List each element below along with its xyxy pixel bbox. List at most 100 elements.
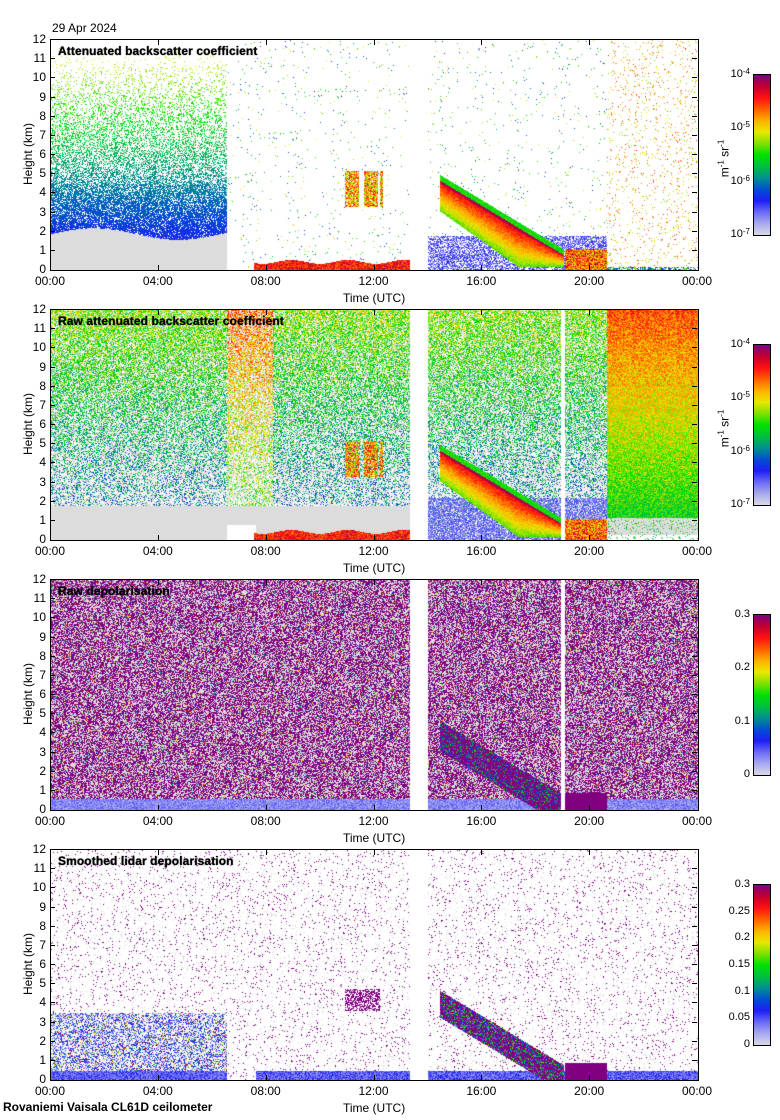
y-tick-mark	[50, 58, 55, 60]
colorbar-tick-base: 10	[730, 391, 743, 404]
colorbar-tick-exponent: -4	[742, 67, 750, 76]
y-tick-mark	[692, 770, 697, 772]
x-tick-label: 12:00	[358, 814, 389, 828]
y-tick-label: 7	[39, 667, 46, 682]
y-tick-mark	[50, 366, 55, 368]
y-tick-mark	[50, 249, 55, 251]
y-tick-mark	[50, 211, 55, 213]
y-tick-mark	[692, 462, 697, 464]
y-tick-label: 4	[39, 995, 46, 1010]
panel-1: Attenuated backscatter coefficient 0 1 2 3 4 5…	[0, 33, 780, 309]
y-tick-mark	[50, 134, 55, 136]
y-tick-mark	[692, 655, 697, 657]
y-tick-mark	[692, 58, 697, 60]
date-label: 29 Apr 2024	[52, 21, 117, 35]
colorbar-tick-base: 10	[730, 68, 743, 80]
y-tick-mark	[50, 925, 55, 927]
y-axis-label: Height (km)	[21, 663, 35, 726]
y-tick-label: 2	[39, 1033, 46, 1048]
y-tick-label: 2	[39, 763, 46, 778]
colorbar-tick-label: 0.25	[728, 904, 750, 917]
colorbar-tick-exponent: -7	[742, 497, 750, 506]
y-tick-mark	[50, 347, 55, 349]
colorbar-unit-part: -1	[716, 160, 726, 168]
y-tick-label: 5	[39, 976, 46, 991]
y-tick-label: 8	[39, 918, 46, 933]
y-tick-mark	[50, 906, 55, 908]
plot-area: Raw depolarisation	[50, 579, 699, 811]
x-tick-mark	[481, 580, 483, 585]
y-tick-mark	[692, 887, 697, 889]
y-tick-mark	[692, 443, 697, 445]
x-tick-mark	[589, 1075, 591, 1080]
colorbar-unit-part: m	[717, 437, 732, 448]
x-tick-mark	[157, 40, 159, 45]
colorbar-tick-label: 0.2	[734, 661, 750, 674]
x-tick-label: 20:00	[574, 544, 605, 558]
y-tick-label: 3	[39, 474, 46, 489]
y-tick-mark	[692, 519, 697, 521]
x-tick-label: 00:00	[681, 1084, 713, 1098]
x-tick-mark	[481, 805, 483, 810]
colorbar-tick-base: 10	[730, 498, 743, 510]
y-tick-label: 2	[39, 223, 46, 238]
y-tick-label: 8	[39, 378, 46, 393]
colorbar-tick-label: 0.1	[734, 984, 750, 997]
y-tick-label: 1	[39, 1052, 46, 1067]
x-axis-label: Time (UTC)	[343, 1101, 406, 1115]
y-tick-label: 10	[32, 70, 46, 85]
x-tick-label: 16:00	[466, 814, 497, 828]
y-tick-label: 9	[39, 89, 46, 104]
x-tick-label: 16:00	[466, 274, 497, 288]
x-tick-label: 08:00	[250, 1084, 281, 1098]
colorbar-tick-base: 10	[730, 338, 743, 350]
y-tick-mark	[692, 694, 697, 695]
colorbar-unit-part: -1	[716, 430, 726, 438]
x-tick-mark	[157, 850, 159, 855]
x-tick-mark	[265, 805, 267, 810]
y-tick-mark	[692, 192, 697, 194]
colorbar-tick-label: 10-4	[710, 337, 750, 350]
y-axis-label: Height (km)	[21, 123, 35, 186]
colorbar-tick-exponent: -6	[742, 443, 750, 453]
y-tick-mark	[50, 655, 55, 657]
y-tick-mark	[50, 694, 55, 695]
colorbar-tick-label: 0.15	[728, 958, 750, 970]
y-tick-label: 9	[39, 629, 46, 644]
y-tick-mark	[50, 96, 55, 98]
x-tick-label: 20:00	[574, 274, 605, 288]
y-tick-mark	[692, 96, 697, 98]
plot-area: Raw attenuated backscatter coefficient	[50, 309, 699, 541]
y-tick-label: 9	[39, 359, 46, 374]
y-tick-label: 0	[39, 262, 46, 276]
x-tick-label: 12:00	[358, 1084, 389, 1098]
instrument-label: Rovaniemi Vaisala CL61D ceilometer	[3, 1100, 213, 1114]
y-tick-mark	[50, 154, 55, 155]
x-tick-mark	[373, 310, 375, 315]
y-tick-mark	[50, 192, 55, 194]
y-tick-mark	[50, 964, 55, 965]
x-tick-label: 08:00	[250, 814, 281, 828]
y-tick-mark	[50, 1059, 55, 1061]
y-tick-mark	[50, 944, 55, 946]
y-tick-mark	[50, 328, 55, 330]
x-tick-mark	[157, 580, 159, 585]
x-tick-mark	[265, 580, 267, 585]
x-axis-label: Time (UTC)	[343, 831, 406, 845]
y-tick-mark	[692, 751, 697, 753]
x-tick-mark	[265, 850, 267, 855]
x-tick-label: 00:00	[681, 544, 713, 558]
colorbar-unit-part: -1	[716, 139, 726, 147]
colorbar-tick-label: 0	[743, 768, 750, 780]
y-tick-mark	[50, 173, 55, 175]
x-tick-mark	[481, 1075, 483, 1080]
y-tick-label: 3	[39, 204, 46, 219]
x-tick-mark	[265, 40, 267, 45]
y-tick-mark	[692, 617, 697, 619]
colorbar-tick-base: 10	[730, 444, 743, 457]
y-tick-label: 12	[32, 32, 46, 46]
y-tick-mark	[50, 887, 55, 889]
x-tick-label: 00:00	[681, 274, 713, 288]
y-tick-mark	[50, 770, 55, 772]
x-tick-mark	[589, 850, 591, 855]
